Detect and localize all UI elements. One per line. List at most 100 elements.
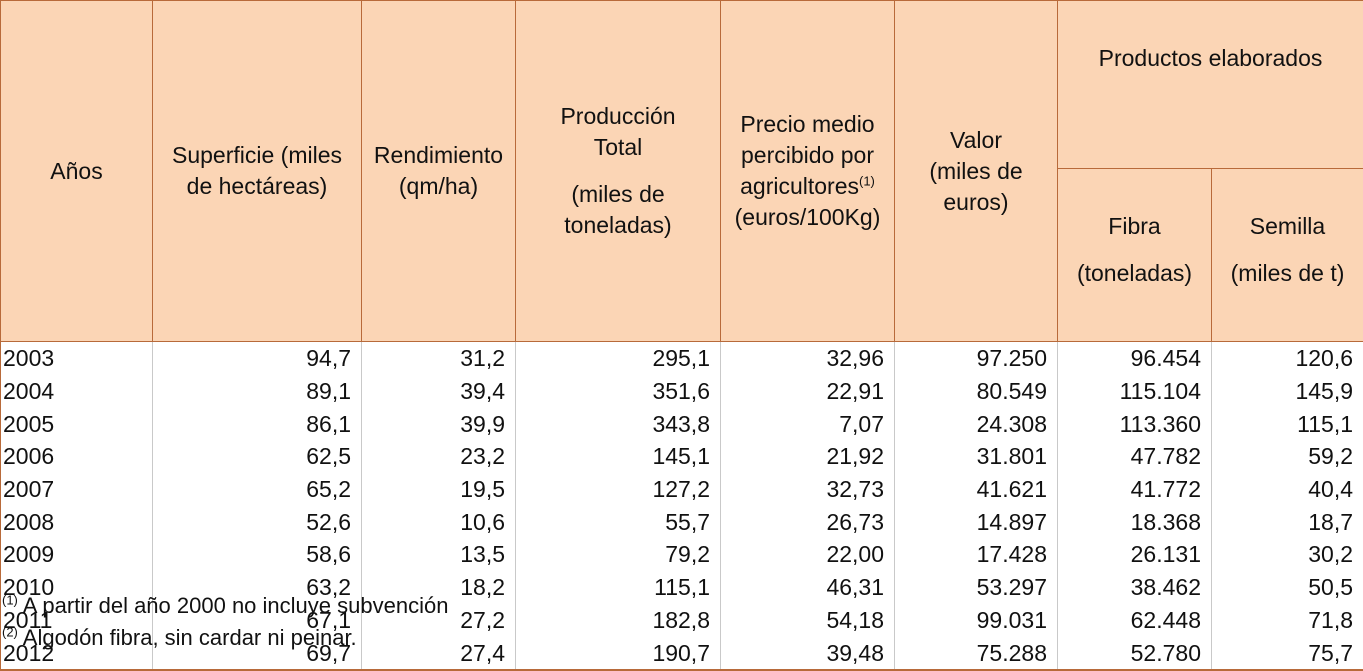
cell-precio: 22,00	[721, 538, 895, 571]
cell-superficie: 94,7	[153, 342, 362, 375]
cell-fibra: 18.368	[1058, 505, 1212, 538]
cell-precio: 7,07	[721, 407, 895, 440]
cell-precio: 22,91	[721, 375, 895, 408]
cell-valor: 24.308	[895, 407, 1058, 440]
cell-semilla: 18,7	[1212, 505, 1363, 538]
cell-anos: 2005	[1, 407, 153, 440]
cell-rendimiento: 19,5	[362, 473, 516, 506]
cell-rendimiento: 10,6	[362, 505, 516, 538]
cell-fibra: 62.448	[1058, 604, 1212, 637]
cell-semilla: 115,1	[1212, 407, 1363, 440]
cell-produccion: 79,2	[516, 538, 721, 571]
cell-fibra: 113.360	[1058, 407, 1212, 440]
header-anos: Años	[1, 1, 153, 342]
cell-semilla: 71,8	[1212, 604, 1363, 637]
cell-anos: 2003	[1, 342, 153, 375]
header-rendimiento-label: Rendimiento	[366, 140, 511, 171]
cell-fibra: 52.780	[1058, 636, 1212, 670]
header-fibra-label: Fibra	[1062, 211, 1207, 242]
header-superficie-label: Superficie (miles de hectáreas)	[172, 142, 342, 199]
cell-produccion: 55,7	[516, 505, 721, 538]
cell-superficie: 86,1	[153, 407, 362, 440]
header-valor: Valor (miles de euros)	[895, 1, 1058, 342]
header-precio-label: Precio medio percibido por agricultores	[740, 111, 875, 199]
cell-semilla: 50,5	[1212, 571, 1363, 604]
header-anos-label: Años	[50, 158, 102, 184]
header-produccion-unit: (miles de toneladas)	[520, 179, 716, 241]
cell-produccion: 343,8	[516, 407, 721, 440]
footnote-2-text: Algodón fibra, sin cardar ni peinar.	[23, 625, 357, 650]
header-productos-elaborados: Productos elaborados	[1058, 1, 1363, 169]
cell-fibra: 115.104	[1058, 375, 1212, 408]
cell-fibra: 96.454	[1058, 342, 1212, 375]
cell-produccion: 351,6	[516, 375, 721, 408]
cell-superficie: 58,6	[153, 538, 362, 571]
cell-precio: 46,31	[721, 571, 895, 604]
cell-semilla: 59,2	[1212, 440, 1363, 473]
footnote-1-text: A partir del año 2000 no incluye subvenc…	[23, 593, 449, 618]
header-precio-unit: (euros/100Kg)	[725, 202, 890, 233]
cell-produccion: 115,1	[516, 571, 721, 604]
footnote-1: (1) A partir del año 2000 no incluye sub…	[2, 590, 448, 622]
cell-precio: 32,96	[721, 342, 895, 375]
cell-rendimiento: 39,9	[362, 407, 516, 440]
cell-precio: 26,73	[721, 505, 895, 538]
table-header: Años Superficie (miles de hectáreas) Ren…	[1, 1, 1363, 342]
header-produccion: Producción Total (miles de toneladas)	[516, 1, 721, 342]
cell-semilla: 120,6	[1212, 342, 1363, 375]
cell-precio: 54,18	[721, 604, 895, 637]
cell-semilla: 75,7	[1212, 636, 1363, 670]
cell-precio: 39,48	[721, 636, 895, 670]
footnote-1-mark: (1)	[2, 593, 18, 608]
cell-superficie: 89,1	[153, 375, 362, 408]
cell-fibra: 38.462	[1058, 571, 1212, 604]
cell-anos: 2009	[1, 538, 153, 571]
cell-rendimiento: 23,2	[362, 440, 516, 473]
cell-valor: 17.428	[895, 538, 1058, 571]
cell-semilla: 30,2	[1212, 538, 1363, 571]
footnote-2-mark: (2)	[2, 625, 18, 640]
cell-valor: 97.250	[895, 342, 1058, 375]
cell-rendimiento: 31,2	[362, 342, 516, 375]
cell-precio: 32,73	[721, 473, 895, 506]
footnote-2: (2) Algodón fibra, sin cardar ni peinar.	[2, 622, 448, 654]
header-semilla: Semilla (miles de t)	[1212, 169, 1363, 342]
cell-valor: 80.549	[895, 375, 1058, 408]
header-fibra-unit: (toneladas)	[1062, 258, 1207, 289]
footnotes: (1) A partir del año 2000 no incluye sub…	[2, 590, 448, 654]
cell-rendimiento: 13,5	[362, 538, 516, 571]
cell-valor: 41.621	[895, 473, 1058, 506]
header-semilla-label: Semilla	[1216, 211, 1359, 242]
header-rendimiento: Rendimiento (qm/ha)	[362, 1, 516, 342]
cell-produccion: 145,1	[516, 440, 721, 473]
cell-fibra: 47.782	[1058, 440, 1212, 473]
cell-fibra: 41.772	[1058, 473, 1212, 506]
header-productos-label: Productos elaborados	[1099, 45, 1323, 71]
header-rendimiento-unit: (qm/ha)	[366, 171, 511, 202]
cell-produccion: 295,1	[516, 342, 721, 375]
cell-valor: 53.297	[895, 571, 1058, 604]
footnote-mark-1: (1)	[859, 173, 875, 188]
header-valor-unit: (miles de euros)	[899, 156, 1053, 218]
cell-precio: 21,92	[721, 440, 895, 473]
header-produccion-label-2: Total	[520, 132, 716, 163]
header-semilla-unit: (miles de t)	[1216, 258, 1359, 289]
cell-superficie: 52,6	[153, 505, 362, 538]
cell-anos: 2007	[1, 473, 153, 506]
cell-anos: 2006	[1, 440, 153, 473]
cell-valor: 14.897	[895, 505, 1058, 538]
cell-produccion: 182,8	[516, 604, 721, 637]
cell-superficie: 65,2	[153, 473, 362, 506]
cell-produccion: 127,2	[516, 473, 721, 506]
cell-rendimiento: 39,4	[362, 375, 516, 408]
header-produccion-label: Producción	[520, 101, 716, 132]
data-table-container: Años Superficie (miles de hectáreas) Ren…	[0, 0, 1363, 655]
header-fibra: Fibra (toneladas)	[1058, 169, 1212, 342]
